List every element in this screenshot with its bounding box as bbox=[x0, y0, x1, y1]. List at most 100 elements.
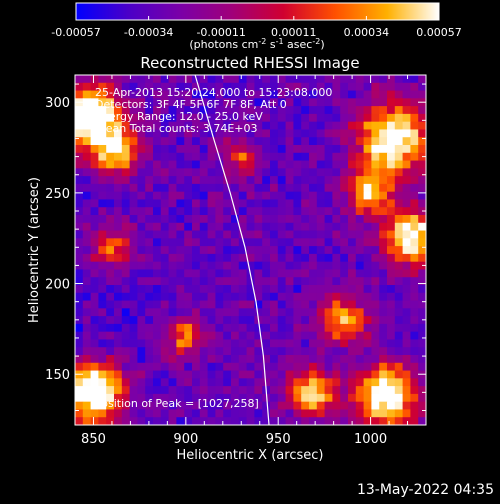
heatmap-cell bbox=[121, 261, 130, 270]
heatmap-cell bbox=[176, 417, 185, 425]
heatmap-cell bbox=[410, 393, 419, 403]
heatmap-cell bbox=[332, 145, 341, 154]
heatmap-cell bbox=[223, 292, 232, 301]
footer-date: 13-May-2022 04:35 bbox=[356, 482, 494, 498]
heatmap-cell bbox=[145, 323, 154, 333]
heatmap-cell bbox=[348, 409, 357, 418]
heatmap-cell bbox=[270, 277, 279, 286]
heatmap-cell bbox=[114, 222, 123, 231]
heatmap-cell bbox=[238, 285, 247, 294]
heatmap-cell bbox=[316, 355, 325, 364]
heatmap-cell bbox=[207, 106, 216, 115]
heatmap-cell bbox=[332, 261, 341, 270]
heatmap-cell bbox=[293, 238, 302, 247]
heatmap-cell bbox=[293, 90, 302, 99]
heatmap-cell bbox=[301, 331, 310, 340]
heatmap-cell bbox=[402, 323, 411, 333]
heatmap-cell bbox=[82, 246, 91, 255]
heatmap-cell bbox=[207, 75, 216, 84]
heatmap-cell bbox=[316, 261, 325, 270]
heatmap-cell bbox=[285, 370, 294, 379]
heatmap-cell bbox=[153, 121, 162, 130]
heatmap-cell bbox=[402, 331, 411, 340]
heatmap-cell bbox=[199, 277, 208, 286]
heatmap-cell bbox=[348, 386, 357, 395]
heatmap-cell bbox=[293, 355, 302, 364]
heatmap-cell bbox=[75, 401, 84, 410]
colorbar-tick-label: -0.00011 bbox=[196, 26, 245, 39]
heatmap-cell bbox=[394, 176, 403, 185]
heatmap-cell bbox=[410, 160, 419, 169]
heatmap-cell bbox=[98, 370, 107, 379]
heatmap-cell bbox=[301, 191, 310, 200]
heatmap-cell bbox=[379, 106, 388, 115]
heatmap-cell bbox=[231, 378, 240, 387]
heatmap-cell bbox=[277, 121, 286, 130]
heatmap-cell bbox=[199, 261, 208, 270]
heatmap-cell bbox=[129, 176, 138, 185]
heatmap-cell bbox=[98, 75, 107, 84]
heatmap-cell bbox=[192, 207, 201, 216]
heatmap-cell bbox=[223, 145, 232, 154]
heatmap-cell bbox=[238, 152, 247, 161]
heatmap-cell bbox=[402, 191, 411, 200]
heatmap-cell bbox=[168, 285, 177, 294]
heatmap-cell bbox=[199, 393, 208, 403]
heatmap-cell bbox=[238, 269, 247, 278]
heatmap-cell bbox=[316, 339, 325, 348]
heatmap-cell bbox=[184, 261, 193, 270]
heatmap-cell bbox=[192, 292, 201, 301]
heatmap-cell bbox=[137, 129, 146, 138]
heatmap-cell bbox=[270, 113, 279, 123]
heatmap-cell bbox=[348, 347, 357, 356]
heatmap-cell bbox=[231, 253, 240, 263]
heatmap-cell bbox=[215, 300, 224, 309]
heatmap-cell bbox=[355, 323, 364, 333]
heatmap-cell bbox=[121, 269, 130, 278]
heatmap-cell bbox=[301, 82, 310, 91]
heatmap-cell bbox=[90, 176, 99, 185]
heatmap-cell bbox=[145, 409, 154, 418]
heatmap-cell bbox=[394, 82, 403, 91]
heatmap-cell bbox=[332, 215, 341, 224]
heatmap-cell bbox=[160, 323, 169, 333]
heatmap-cell bbox=[129, 378, 138, 387]
heatmap-cell bbox=[114, 75, 123, 84]
heatmap-cell bbox=[332, 98, 341, 107]
heatmap-cell bbox=[387, 409, 396, 418]
heatmap-cell bbox=[309, 152, 318, 161]
heatmap-cell bbox=[402, 113, 411, 123]
heatmap-cell bbox=[394, 269, 403, 278]
heatmap-cell bbox=[90, 347, 99, 356]
heatmap-cell bbox=[231, 409, 240, 418]
heatmap-cell bbox=[90, 82, 99, 91]
heatmap-cell bbox=[75, 253, 84, 263]
heatmap-cell bbox=[363, 215, 372, 224]
heatmap-cell bbox=[355, 222, 364, 231]
heatmap-cell bbox=[231, 300, 240, 309]
heatmap-cell bbox=[145, 90, 154, 99]
x-tick-label: 1000 bbox=[354, 432, 387, 447]
heatmap-cell bbox=[394, 308, 403, 317]
heatmap-cell bbox=[355, 215, 364, 224]
heatmap-cell bbox=[254, 129, 263, 138]
heatmap-cell bbox=[262, 308, 271, 317]
heatmap-cell bbox=[215, 261, 224, 270]
heatmap-cell bbox=[387, 191, 396, 200]
heatmap-cell bbox=[176, 308, 185, 317]
heatmap-cell bbox=[192, 277, 201, 286]
heatmap-cell bbox=[176, 362, 185, 371]
heatmap-cell bbox=[82, 113, 91, 123]
heatmap-cell bbox=[75, 137, 84, 146]
heatmap-cell bbox=[246, 323, 255, 333]
heatmap-cell bbox=[410, 176, 419, 185]
heatmap-cell bbox=[270, 199, 279, 208]
heatmap-cell bbox=[121, 199, 130, 208]
heatmap-cell bbox=[90, 113, 99, 123]
heatmap-cell bbox=[348, 269, 357, 278]
heatmap-cell bbox=[145, 215, 154, 224]
heatmap-cell bbox=[379, 261, 388, 270]
heatmap-cell bbox=[293, 145, 302, 154]
heatmap-cell bbox=[277, 113, 286, 123]
heatmap-cell bbox=[176, 129, 185, 138]
